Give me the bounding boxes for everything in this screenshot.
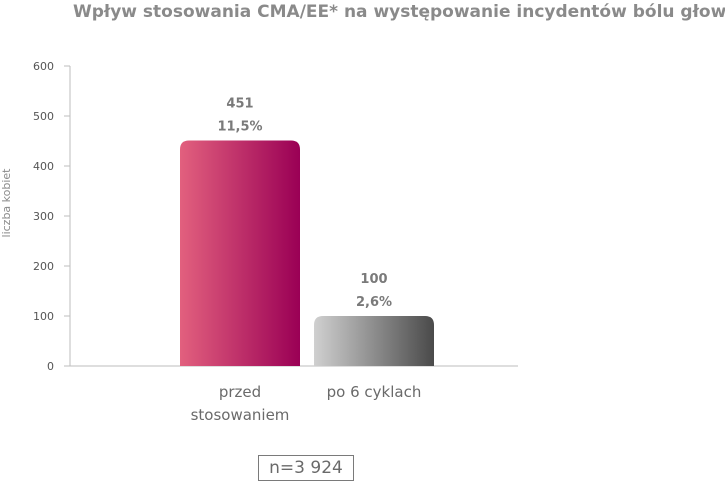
sample-size-box: n=3 924 (258, 455, 354, 481)
y-tick-label: 300 (33, 210, 54, 223)
bar-after (314, 316, 434, 366)
bar-percent-label: 11,5% (217, 120, 262, 135)
y-tick-label: 500 (33, 110, 54, 123)
bar-before (180, 140, 300, 366)
y-tick-label: 600 (33, 60, 54, 73)
y-tick-label: 200 (33, 260, 54, 273)
y-axis-title: liczba kobiet (0, 168, 13, 238)
x-category-label: stosowaniem (191, 406, 290, 424)
y-tick-label: 0 (47, 360, 54, 373)
y-tick-label: 100 (33, 310, 54, 323)
bar-percent-label: 2,6% (356, 295, 392, 310)
x-category-label: po 6 cyklach (327, 383, 422, 401)
x-category-label: przed (219, 383, 261, 401)
chart-title: Wpływ stosowania CMA/EE* na występowanie… (73, 2, 725, 22)
bar-value-label: 451 (226, 97, 253, 112)
y-tick-label: 400 (33, 160, 54, 173)
bar-value-label: 100 (360, 272, 387, 287)
